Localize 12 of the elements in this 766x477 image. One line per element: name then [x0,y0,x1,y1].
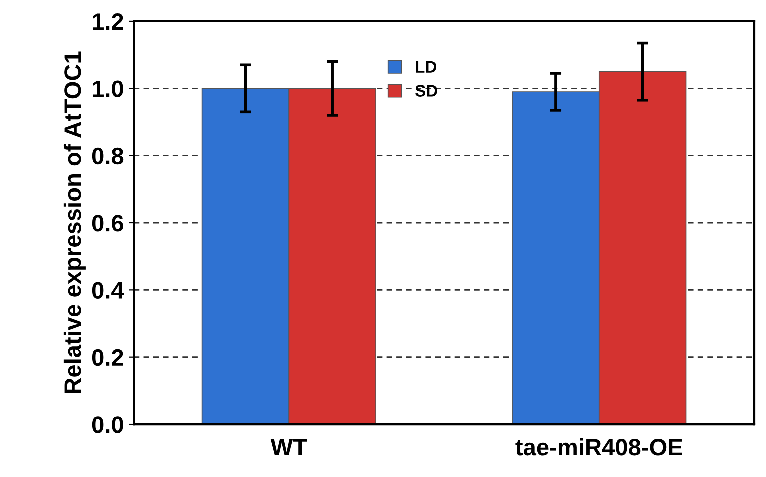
legend-label: LD [416,61,437,73]
y-tick-label: 1.0 [92,80,124,98]
y-tick-label: 0.4 [92,282,124,299]
y-tick-label: 0.6 [92,215,124,232]
x-tick-label: WT [270,439,308,456]
y-tick-label: 0.8 [92,148,124,165]
x-tick-label: tae-miR408-OE [516,438,682,456]
legend-label: SD [415,85,438,97]
y-tick-label: 0.0 [92,416,124,434]
y-tick-label: 1.2 [92,14,124,30]
y-axis-title: Relative expression of AtTOC1 [64,52,86,394]
y-tick-label: 0.2 [92,349,124,366]
